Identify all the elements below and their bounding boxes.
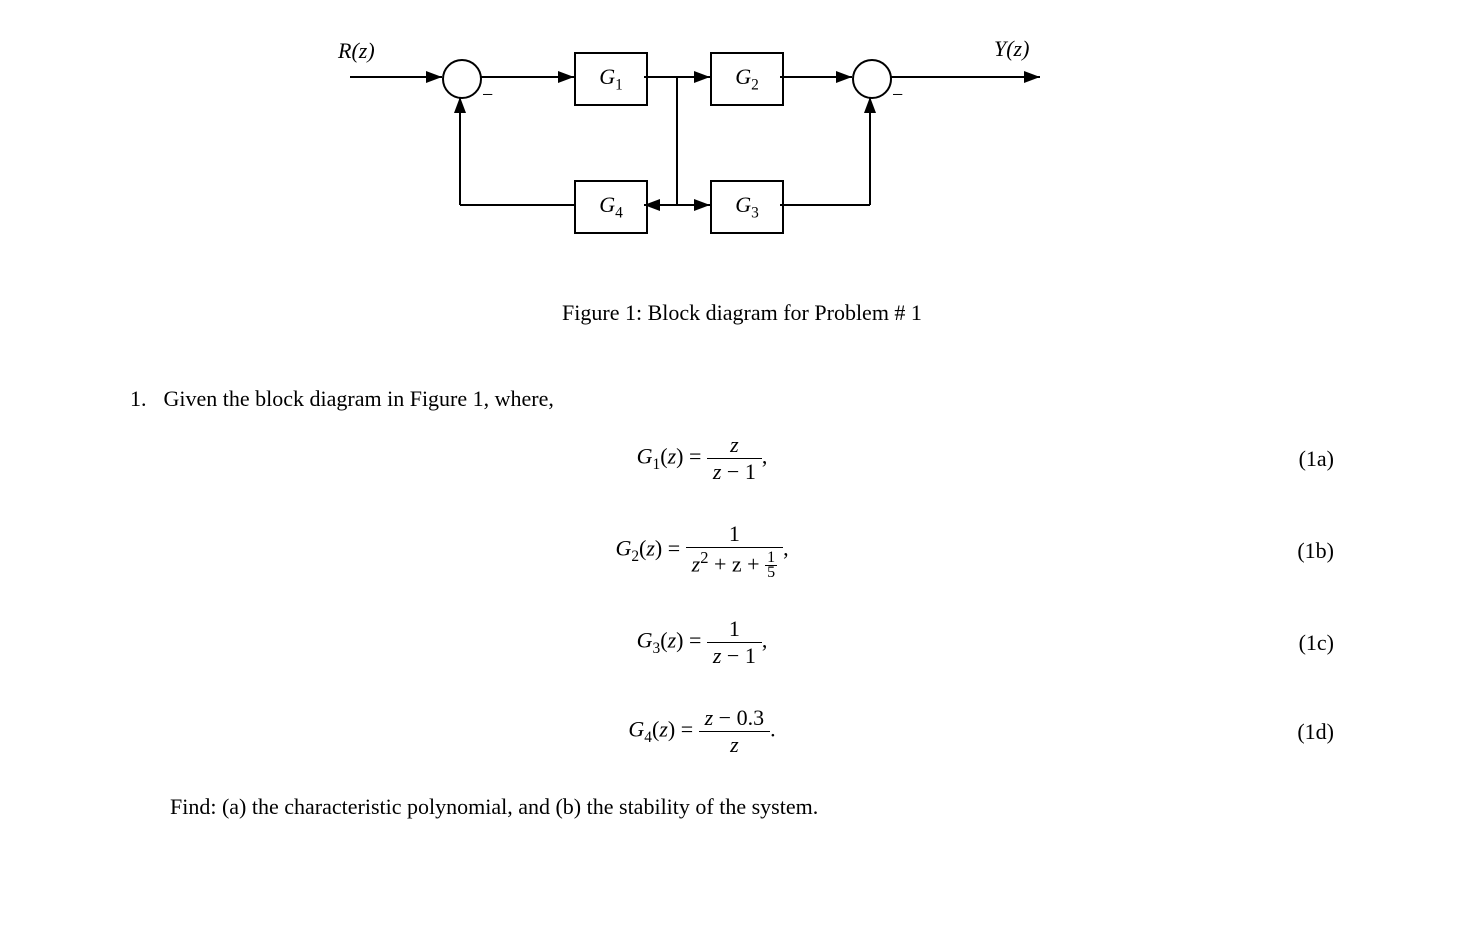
eq-tag-1b: (1b) xyxy=(1274,538,1354,564)
equation-1b: G2(z) = 1 z2 + z + 15 , (1b) xyxy=(130,521,1354,580)
block-diagram: R(z) Y(z) − − G1 G2 G3 G4 xyxy=(0,0,1484,260)
problem-intro: 1. Given the block diagram in Figure 1, … xyxy=(130,386,1354,412)
diagram-wires xyxy=(0,0,1484,260)
problem-task: Find: (a) the characteristic polynomial,… xyxy=(170,794,1354,820)
figure-caption: Figure 1: Block diagram for Problem # 1 xyxy=(0,300,1484,326)
eq-tag-1a: (1a) xyxy=(1274,446,1354,472)
problem-text: 1. Given the block diagram in Figure 1, … xyxy=(130,386,1354,820)
equation-1c: G3(z) = 1 z − 1 , (1c) xyxy=(130,616,1354,669)
eq-tag-1c: (1c) xyxy=(1274,630,1354,656)
eq-tag-1d: (1d) xyxy=(1274,719,1354,745)
equation-1d: G4(z) = z − 0.3 z . (1d) xyxy=(130,705,1354,758)
equation-1a: G1(z) = z z − 1 , (1a) xyxy=(130,432,1354,485)
